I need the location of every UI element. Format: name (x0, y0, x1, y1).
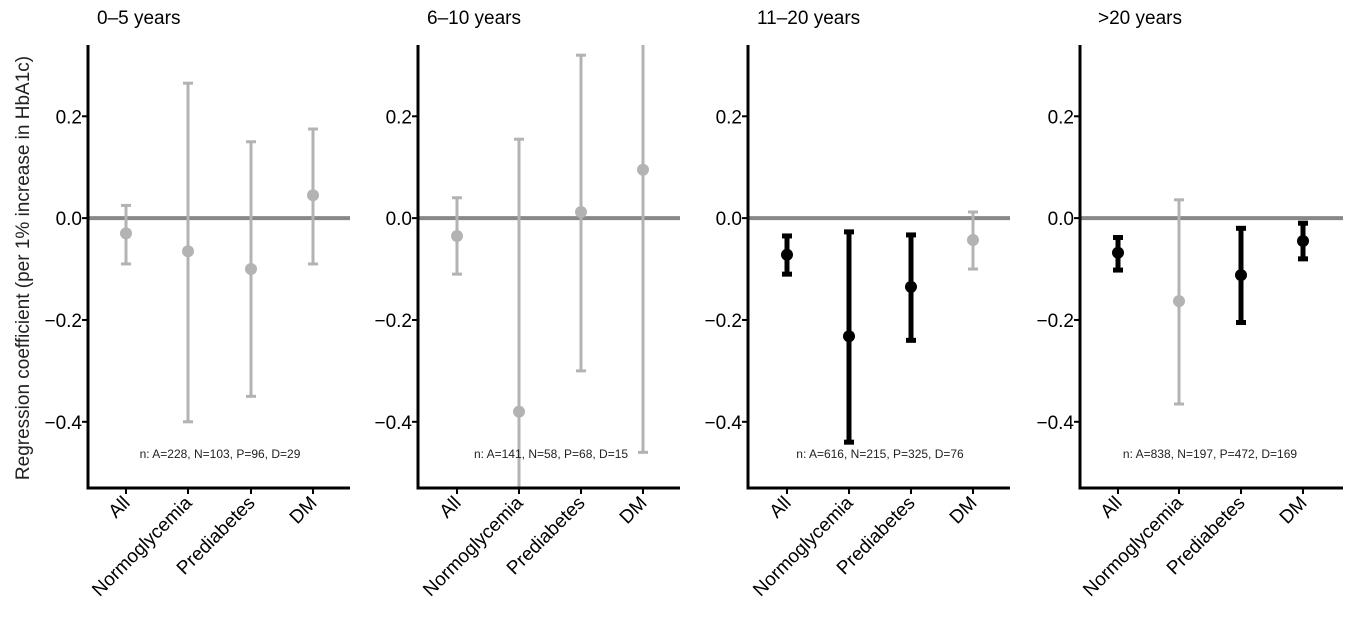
panel-3-point-all (781, 248, 793, 261)
panel-2-point-all (451, 229, 463, 242)
panel-4-point-prediabetes (1235, 269, 1247, 282)
panel-2-ytick-label: 0.2 (386, 107, 412, 128)
panel-1-xtick-label-all: All (105, 493, 135, 523)
panel-1-title: 0–5 years (97, 8, 180, 29)
panel-3-xtick-label-dm: DM (946, 493, 982, 529)
panel-3-point-normoglycemia (843, 330, 855, 343)
panel-4-point-dm (1297, 235, 1309, 248)
panel-1-point-all (120, 227, 132, 240)
panel-2-ytick-label: −0.4 (374, 413, 412, 434)
panel-3-ytick-label: 0.0 (716, 209, 742, 230)
panel-2-sample-size-note: n: A=141, N=58, P=68, D=15 (474, 447, 628, 461)
panel-1-point-prediabetes (245, 263, 257, 276)
panel-1-ytick-label: 0.0 (56, 209, 82, 230)
panel-2-xtick-label-dm: DM (616, 493, 652, 529)
panel-1-ytick-label: −0.4 (44, 413, 82, 434)
panel-4-xtick-label-all: All (1097, 493, 1127, 523)
panel-4-xtick-label-normoglycemia: Normoglycemia (1079, 492, 1187, 600)
panel-2-point-prediabetes (575, 206, 587, 219)
panel-2-point-dm (637, 163, 649, 176)
panel-1-point-normoglycemia (182, 245, 194, 258)
panel-4-point-normoglycemia (1173, 295, 1185, 308)
panel-4-xtick-label-dm: DM (1276, 493, 1312, 529)
panel-3-title: 11–20 years (757, 8, 860, 29)
panel-4-point-all (1112, 246, 1124, 259)
panel-2-ytick-label: −0.2 (374, 311, 412, 332)
panel-1-sample-size-note: n: A=228, N=103, P=96, D=29 (140, 447, 301, 461)
panel-3-xtick-label-all: All (766, 493, 796, 523)
panel-1-xtick-label-dm: DM (286, 493, 322, 529)
panel-1-ytick-label: 0.2 (56, 107, 82, 128)
panel-2-point-normoglycemia (513, 405, 525, 418)
panel-3-ytick-label: −0.4 (704, 413, 742, 434)
y-axis-label: Regression coefficient (per 1% increase … (13, 56, 34, 480)
panel-3-sample-size-note: n: A=616, N=215, P=325, D=76 (796, 447, 964, 461)
panel-3-point-dm (967, 234, 979, 247)
panel-2-title: 6–10 years (427, 8, 521, 29)
panel-3-point-prediabetes (905, 280, 917, 293)
panel-1-point-dm (307, 189, 319, 202)
panel-4-ytick-label: 0.2 (1048, 107, 1074, 128)
panel-3-ytick-label: −0.2 (704, 311, 742, 332)
panel-1-ytick-label: −0.2 (44, 311, 82, 332)
panel-4-title: >20 years (1098, 8, 1182, 29)
panel-4-sample-size-note: n: A=838, N=197, P=472, D=169 (1123, 447, 1297, 461)
panel-4-ytick-label: 0.0 (1048, 209, 1074, 230)
panel-4-ytick-label: −0.4 (1036, 413, 1074, 434)
panel-3-ytick-label: 0.2 (716, 107, 742, 128)
panel-2-ytick-label: 0.0 (386, 209, 412, 230)
panel-2-xtick-label-all: All (436, 493, 466, 523)
panel-4-ytick-label: −0.2 (1036, 311, 1074, 332)
